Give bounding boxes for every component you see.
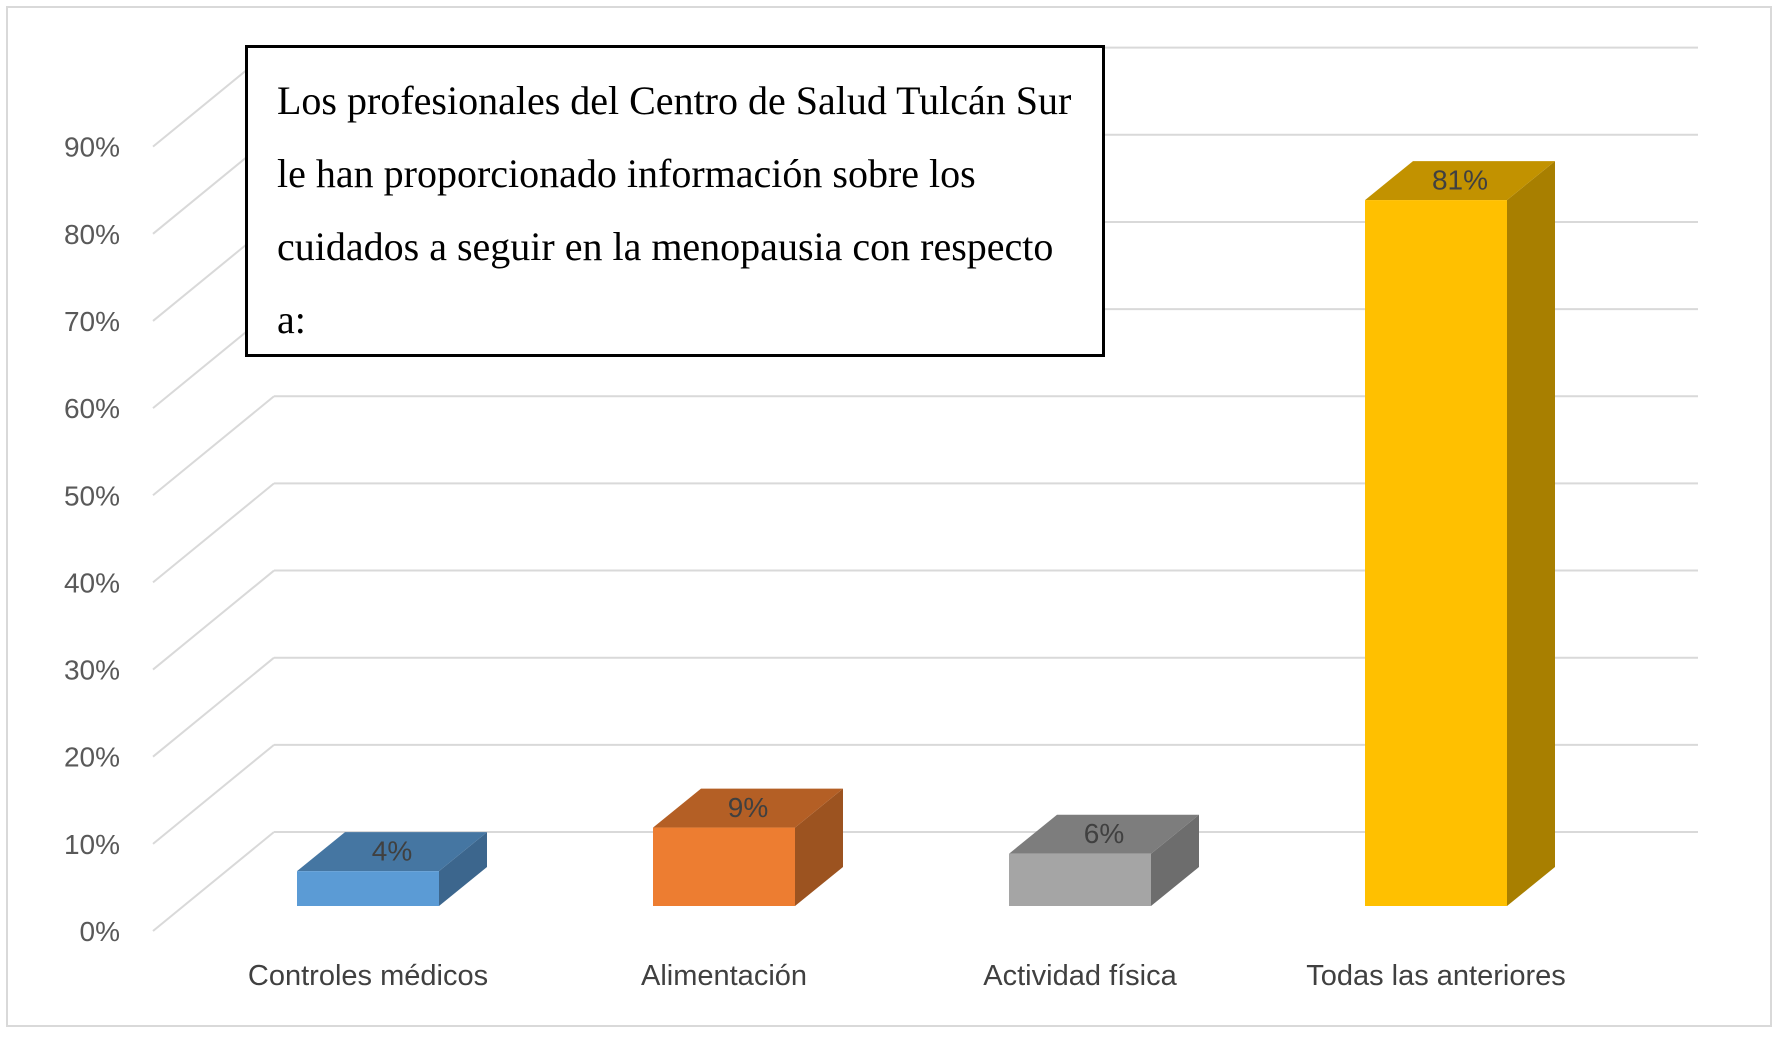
bars	[297, 161, 1555, 906]
y-tick-label: 30%	[64, 655, 120, 686]
gridline-diagonal	[152, 744, 275, 845]
x-category-label: Alimentación	[641, 960, 807, 992]
y-tick-label: 20%	[64, 742, 120, 773]
bar	[1009, 814, 1199, 906]
x-category-label: Actividad física	[983, 960, 1177, 992]
y-tick-label: 80%	[64, 219, 120, 250]
y-tick-label: 90%	[64, 132, 120, 163]
bar-top	[1009, 814, 1199, 854]
gridline-diagonal	[152, 395, 275, 497]
x-category-label: Todas las anteriores	[1306, 960, 1566, 992]
bar-front	[297, 871, 439, 906]
bar	[297, 832, 487, 906]
data-label: 9%	[728, 792, 768, 823]
y-axis-tick-labels: 0% 10% 20% 30% 40% 50% 60% 70% 80% 90%	[64, 132, 120, 947]
gridline-diagonal	[152, 831, 275, 932]
x-axis-category-labels: Controles médicos Alimentación Actividad f…	[248, 960, 1566, 992]
y-tick-label: 60%	[64, 393, 120, 424]
bar-top	[1365, 161, 1555, 201]
bar-front	[1009, 853, 1151, 906]
data-label: 6%	[1084, 818, 1124, 849]
y-tick-label: 50%	[64, 480, 120, 511]
bar-front	[653, 827, 795, 906]
chart-title: Los profesionales del Centro de Salud Tu…	[245, 45, 1105, 357]
data-label: 4%	[372, 836, 412, 867]
bar	[1365, 161, 1555, 906]
y-tick-label: 70%	[64, 306, 120, 337]
data-labels: 4% 9% 6% 81%	[372, 165, 1488, 867]
bar-top	[653, 788, 843, 828]
bar-side	[439, 832, 487, 906]
data-label: 81%	[1432, 165, 1488, 196]
gridline-diagonal	[152, 656, 275, 758]
bar-side	[1507, 161, 1555, 906]
bar	[653, 788, 843, 906]
x-category-label: Controles médicos	[248, 960, 488, 992]
bar-top	[297, 832, 487, 872]
y-tick-label: 10%	[64, 829, 120, 860]
bar-side	[795, 788, 843, 906]
bar-front	[1365, 200, 1507, 906]
y-tick-label: 0%	[80, 916, 120, 947]
gridline-diagonal	[152, 569, 275, 671]
gridline-diagonal	[152, 482, 275, 584]
bar-side	[1151, 814, 1199, 906]
y-tick-label: 40%	[64, 567, 120, 598]
